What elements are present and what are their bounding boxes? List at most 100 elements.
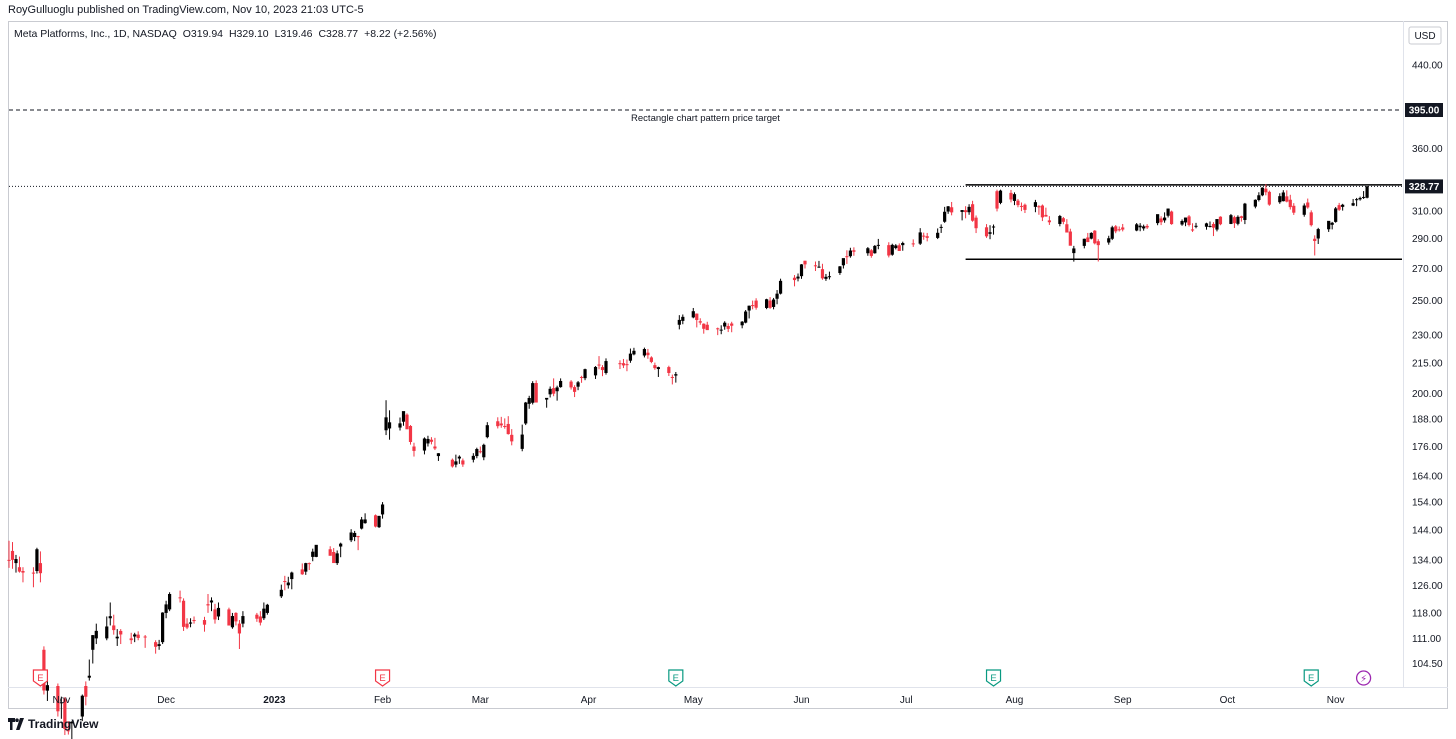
candle[interactable] — [527, 395, 531, 409]
currency-button[interactable]: USD — [1408, 26, 1442, 45]
candle[interactable] — [154, 640, 158, 654]
candle[interactable] — [744, 310, 748, 324]
candle[interactable] — [621, 358, 626, 369]
candle[interactable] — [35, 547, 39, 574]
candle[interactable] — [227, 607, 231, 626]
candle[interactable] — [548, 386, 552, 398]
candle[interactable] — [307, 562, 311, 571]
candle[interactable] — [433, 437, 437, 451]
candle[interactable] — [258, 611, 262, 626]
candle[interactable] — [963, 206, 968, 219]
candle[interactable] — [649, 356, 653, 364]
earnings-marker-icon[interactable]: E — [985, 669, 1002, 687]
candle[interactable] — [1309, 210, 1313, 227]
candle[interactable] — [436, 453, 441, 461]
candle[interactable] — [918, 228, 922, 245]
candle[interactable] — [813, 261, 818, 272]
candle[interactable] — [656, 366, 660, 377]
candle[interactable] — [496, 417, 500, 429]
candle[interactable] — [311, 548, 315, 562]
candle[interactable] — [852, 247, 856, 256]
candle[interactable] — [1358, 196, 1362, 201]
candle[interactable] — [94, 623, 98, 645]
candle[interactable] — [188, 618, 193, 628]
candle[interactable] — [377, 515, 381, 529]
chart-frame[interactable] — [8, 21, 1448, 709]
candle[interactable] — [230, 612, 235, 629]
candle[interactable] — [105, 616, 109, 641]
candle[interactable] — [1239, 215, 1244, 222]
candle[interactable] — [691, 307, 695, 319]
candle[interactable] — [946, 206, 950, 214]
candle[interactable] — [827, 271, 832, 280]
candle[interactable] — [579, 375, 584, 383]
candle[interactable] — [1281, 190, 1285, 202]
candle[interactable] — [534, 380, 538, 403]
candle[interactable] — [237, 620, 242, 650]
candle[interactable] — [901, 241, 905, 251]
candle[interactable] — [66, 721, 70, 735]
candle[interactable] — [995, 189, 999, 212]
candle[interactable] — [555, 385, 559, 401]
candle[interactable] — [764, 298, 769, 310]
candle[interactable] — [943, 206, 947, 223]
candle[interactable] — [478, 446, 482, 454]
candle[interactable] — [164, 600, 168, 619]
candle[interactable] — [876, 238, 880, 250]
candle[interactable] — [1061, 216, 1065, 225]
candle[interactable] — [14, 554, 18, 573]
candle[interactable] — [681, 314, 685, 325]
candle[interactable] — [1145, 224, 1149, 229]
candle[interactable] — [1169, 210, 1174, 225]
candle[interactable] — [38, 551, 43, 583]
candle[interactable] — [600, 365, 605, 377]
candle[interactable] — [642, 347, 647, 358]
candle[interactable] — [1040, 204, 1045, 222]
candle[interactable] — [91, 635, 95, 664]
candle[interactable] — [1334, 206, 1338, 223]
candle[interactable] — [450, 458, 454, 468]
candle[interactable] — [747, 305, 751, 319]
candle[interactable] — [803, 260, 807, 269]
candle[interactable] — [632, 347, 636, 356]
candle[interactable] — [422, 437, 427, 455]
candle[interactable] — [667, 365, 671, 376]
candle[interactable] — [618, 360, 622, 370]
candle[interactable] — [31, 567, 36, 588]
candle[interactable] — [206, 593, 210, 613]
candle[interactable] — [262, 602, 266, 621]
candle[interactable] — [967, 204, 971, 215]
candle[interactable] — [178, 590, 182, 603]
candle[interactable] — [314, 544, 318, 558]
candle[interactable] — [1278, 193, 1282, 204]
candle[interactable] — [17, 556, 22, 573]
candle[interactable] — [1019, 202, 1024, 212]
candle[interactable] — [569, 380, 573, 390]
candle[interactable] — [1187, 215, 1191, 227]
candle[interactable] — [754, 298, 758, 310]
candle[interactable] — [63, 697, 67, 736]
candle[interactable] — [705, 321, 709, 331]
candle[interactable] — [1243, 202, 1247, 225]
candle[interactable] — [349, 529, 353, 543]
candle[interactable] — [499, 416, 503, 428]
candle[interactable] — [820, 263, 825, 280]
candle[interactable] — [328, 546, 332, 556]
candle[interactable] — [1110, 225, 1114, 241]
candle[interactable] — [1117, 226, 1121, 232]
candle[interactable] — [1065, 219, 1069, 233]
candle[interactable] — [510, 429, 514, 446]
candle[interactable] — [1351, 198, 1355, 207]
candle[interactable] — [576, 380, 580, 391]
candle[interactable] — [471, 453, 475, 463]
candle[interactable] — [970, 200, 975, 222]
candle[interactable] — [398, 417, 402, 431]
candle[interactable] — [1156, 214, 1160, 226]
candle[interactable] — [911, 239, 915, 247]
candle[interactable] — [279, 584, 283, 599]
candle[interactable] — [925, 232, 929, 242]
candle[interactable] — [380, 502, 385, 519]
tradingview-brand[interactable]: TradingView — [8, 717, 98, 731]
candle[interactable] — [1316, 227, 1320, 244]
candle[interactable] — [335, 550, 339, 565]
